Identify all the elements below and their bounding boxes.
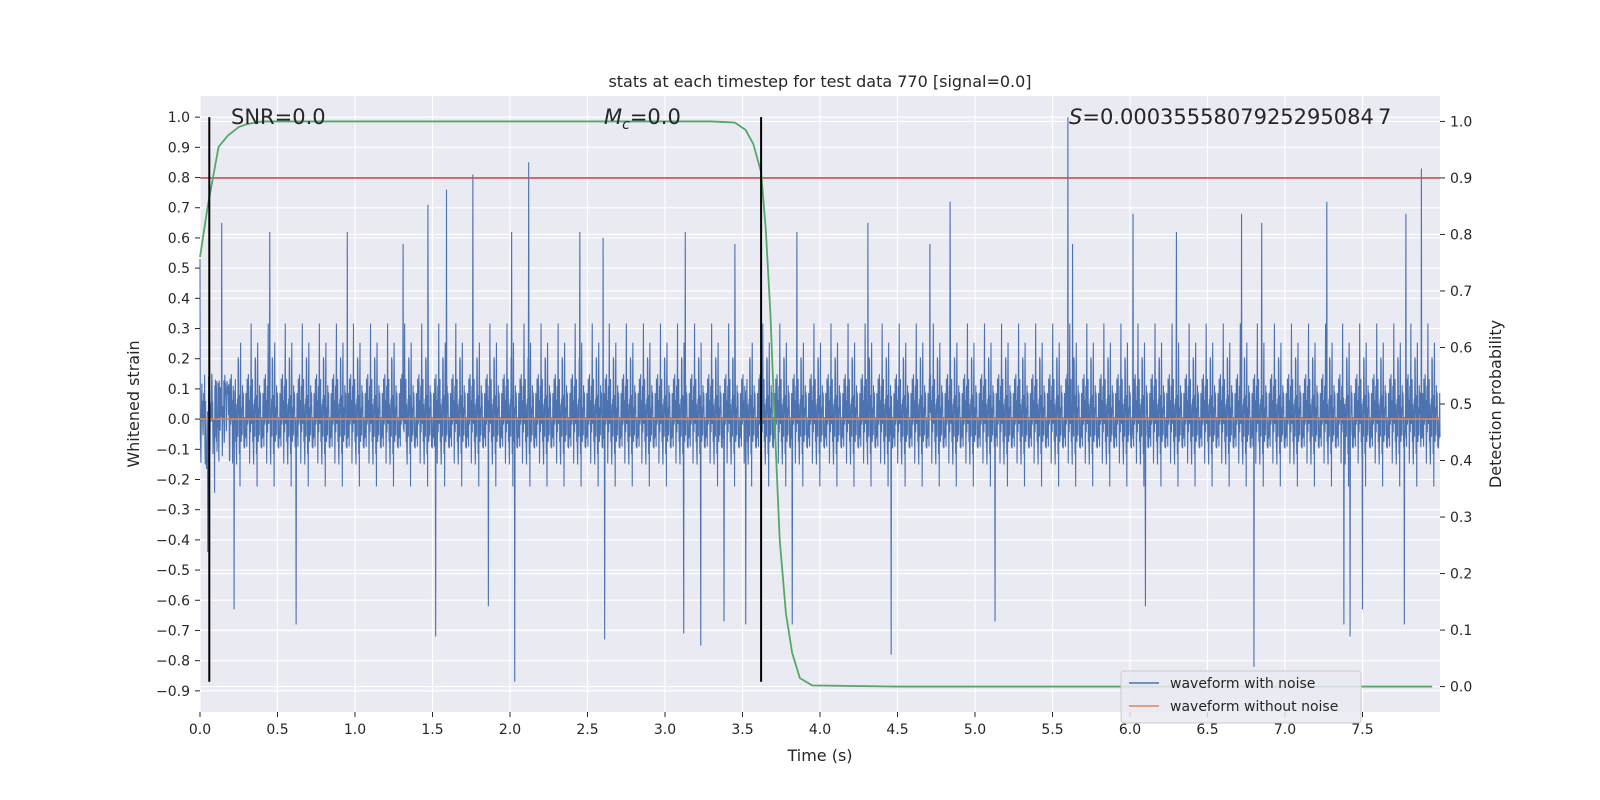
y2-tick-label: 0.6 <box>1450 340 1472 356</box>
legend-label-clean: waveform without noise <box>1170 699 1338 715</box>
snr-annotation: SNR=0.0 <box>231 105 326 129</box>
y-tick-label: −0.6 <box>156 593 190 609</box>
y-tick-label: −0.4 <box>156 533 190 549</box>
y-tick-label: −0.7 <box>156 623 190 639</box>
chart-title: stats at each timestep for test data 770… <box>608 72 1031 91</box>
x-tick-label: 0.5 <box>266 722 288 738</box>
y-tick-label: 0.4 <box>168 291 190 307</box>
legend-label-noise: waveform with noise <box>1170 676 1315 692</box>
y2-tick-label: 0.7 <box>1450 284 1472 300</box>
y2-tick-label: 0.4 <box>1450 454 1472 470</box>
y-tick-label: −0.9 <box>156 684 190 700</box>
y-tick-label: 0.6 <box>168 231 190 247</box>
chirp-mass-annotation: Mc=0.0 <box>604 105 681 133</box>
x-tick-label: 5.5 <box>1041 722 1063 738</box>
chirp-mass-symbol: M <box>604 105 622 129</box>
y2-tick-label: 1.0 <box>1450 114 1472 130</box>
y2-tick-label: 0.3 <box>1450 510 1472 526</box>
y-tick-label: −0.3 <box>156 503 190 519</box>
y2-tick-label: 0.2 <box>1450 567 1472 583</box>
series-detection-probability <box>199 120 1433 688</box>
y-tick-label: 0.5 <box>168 261 190 277</box>
x-tick-label: 4.5 <box>886 722 908 738</box>
y2-tick-label: 0.0 <box>1450 680 1472 696</box>
legend-box <box>1120 670 1362 724</box>
x-tick-label: 6.0 <box>1119 722 1141 738</box>
x-tick-label: 1.5 <box>421 722 443 738</box>
x-tick-label: 6.5 <box>1196 722 1218 738</box>
y-tick-label: 0.8 <box>168 171 190 187</box>
tick-labels: 1.0 0.9 0.8 0.7 0.6 0.5 0.4 0.3 0.2 0.1 0.0 −0.1 −0.… <box>156 110 1472 738</box>
chirp-mass-subscript: c <box>622 117 630 133</box>
y-tick-label: −0.2 <box>156 472 190 488</box>
x-tick-label: 7.5 <box>1351 722 1373 738</box>
y-tick-label: −0.1 <box>156 442 190 458</box>
line-series <box>199 120 1440 688</box>
y2-tick-label: 0.1 <box>1450 623 1472 639</box>
x-tick-label: 4.0 <box>809 722 831 738</box>
y-tick-label: 0.2 <box>168 352 190 368</box>
series-waveform-with-noise <box>199 117 1441 682</box>
vertical-markers <box>208 117 763 682</box>
y-tick-label: 0.9 <box>168 140 190 156</box>
statistic-value: =0.0003555807925295084 7 <box>1082 105 1391 129</box>
y-axis-label: Whitened strain <box>124 340 143 467</box>
y-tick-label: 0.7 <box>168 201 190 217</box>
x-tick-label: 0.0 <box>189 722 211 738</box>
x-tick-label: 3.0 <box>654 722 676 738</box>
y2-tick-label: 0.8 <box>1450 227 1472 243</box>
x-tick-label: 5.0 <box>964 722 986 738</box>
x-tick-label: 2.5 <box>576 722 598 738</box>
y-tick-label: 0.1 <box>168 382 190 398</box>
x-tick-label: 3.5 <box>731 722 753 738</box>
y2-axis-label: Detection probability <box>1486 320 1505 488</box>
x-tick-label: 2.0 <box>499 722 521 738</box>
y2-tick-label: 0.5 <box>1450 397 1472 413</box>
noise-waveform-series <box>199 117 1441 682</box>
y-tick-label: −0.8 <box>156 654 190 670</box>
chirp-mass-value: =0.0 <box>630 105 681 129</box>
y2-tick-label: 0.9 <box>1450 171 1472 187</box>
x-axis-label: Time (s) <box>786 746 852 765</box>
legend: waveform with noise waveform without noi… <box>1120 670 1362 724</box>
y-tick-label: −0.5 <box>156 563 190 579</box>
statistic-annotation: S=0.0003555807925295084 7 <box>1069 105 1391 129</box>
x-tick-label: 7.0 <box>1274 722 1296 738</box>
y-tick-label: 0.0 <box>168 412 190 428</box>
y-tick-label: 0.3 <box>168 322 190 338</box>
x-tick-label: 1.0 <box>344 722 366 738</box>
y-tick-label: 1.0 <box>168 110 190 126</box>
statistic-symbol: S <box>1069 105 1082 129</box>
